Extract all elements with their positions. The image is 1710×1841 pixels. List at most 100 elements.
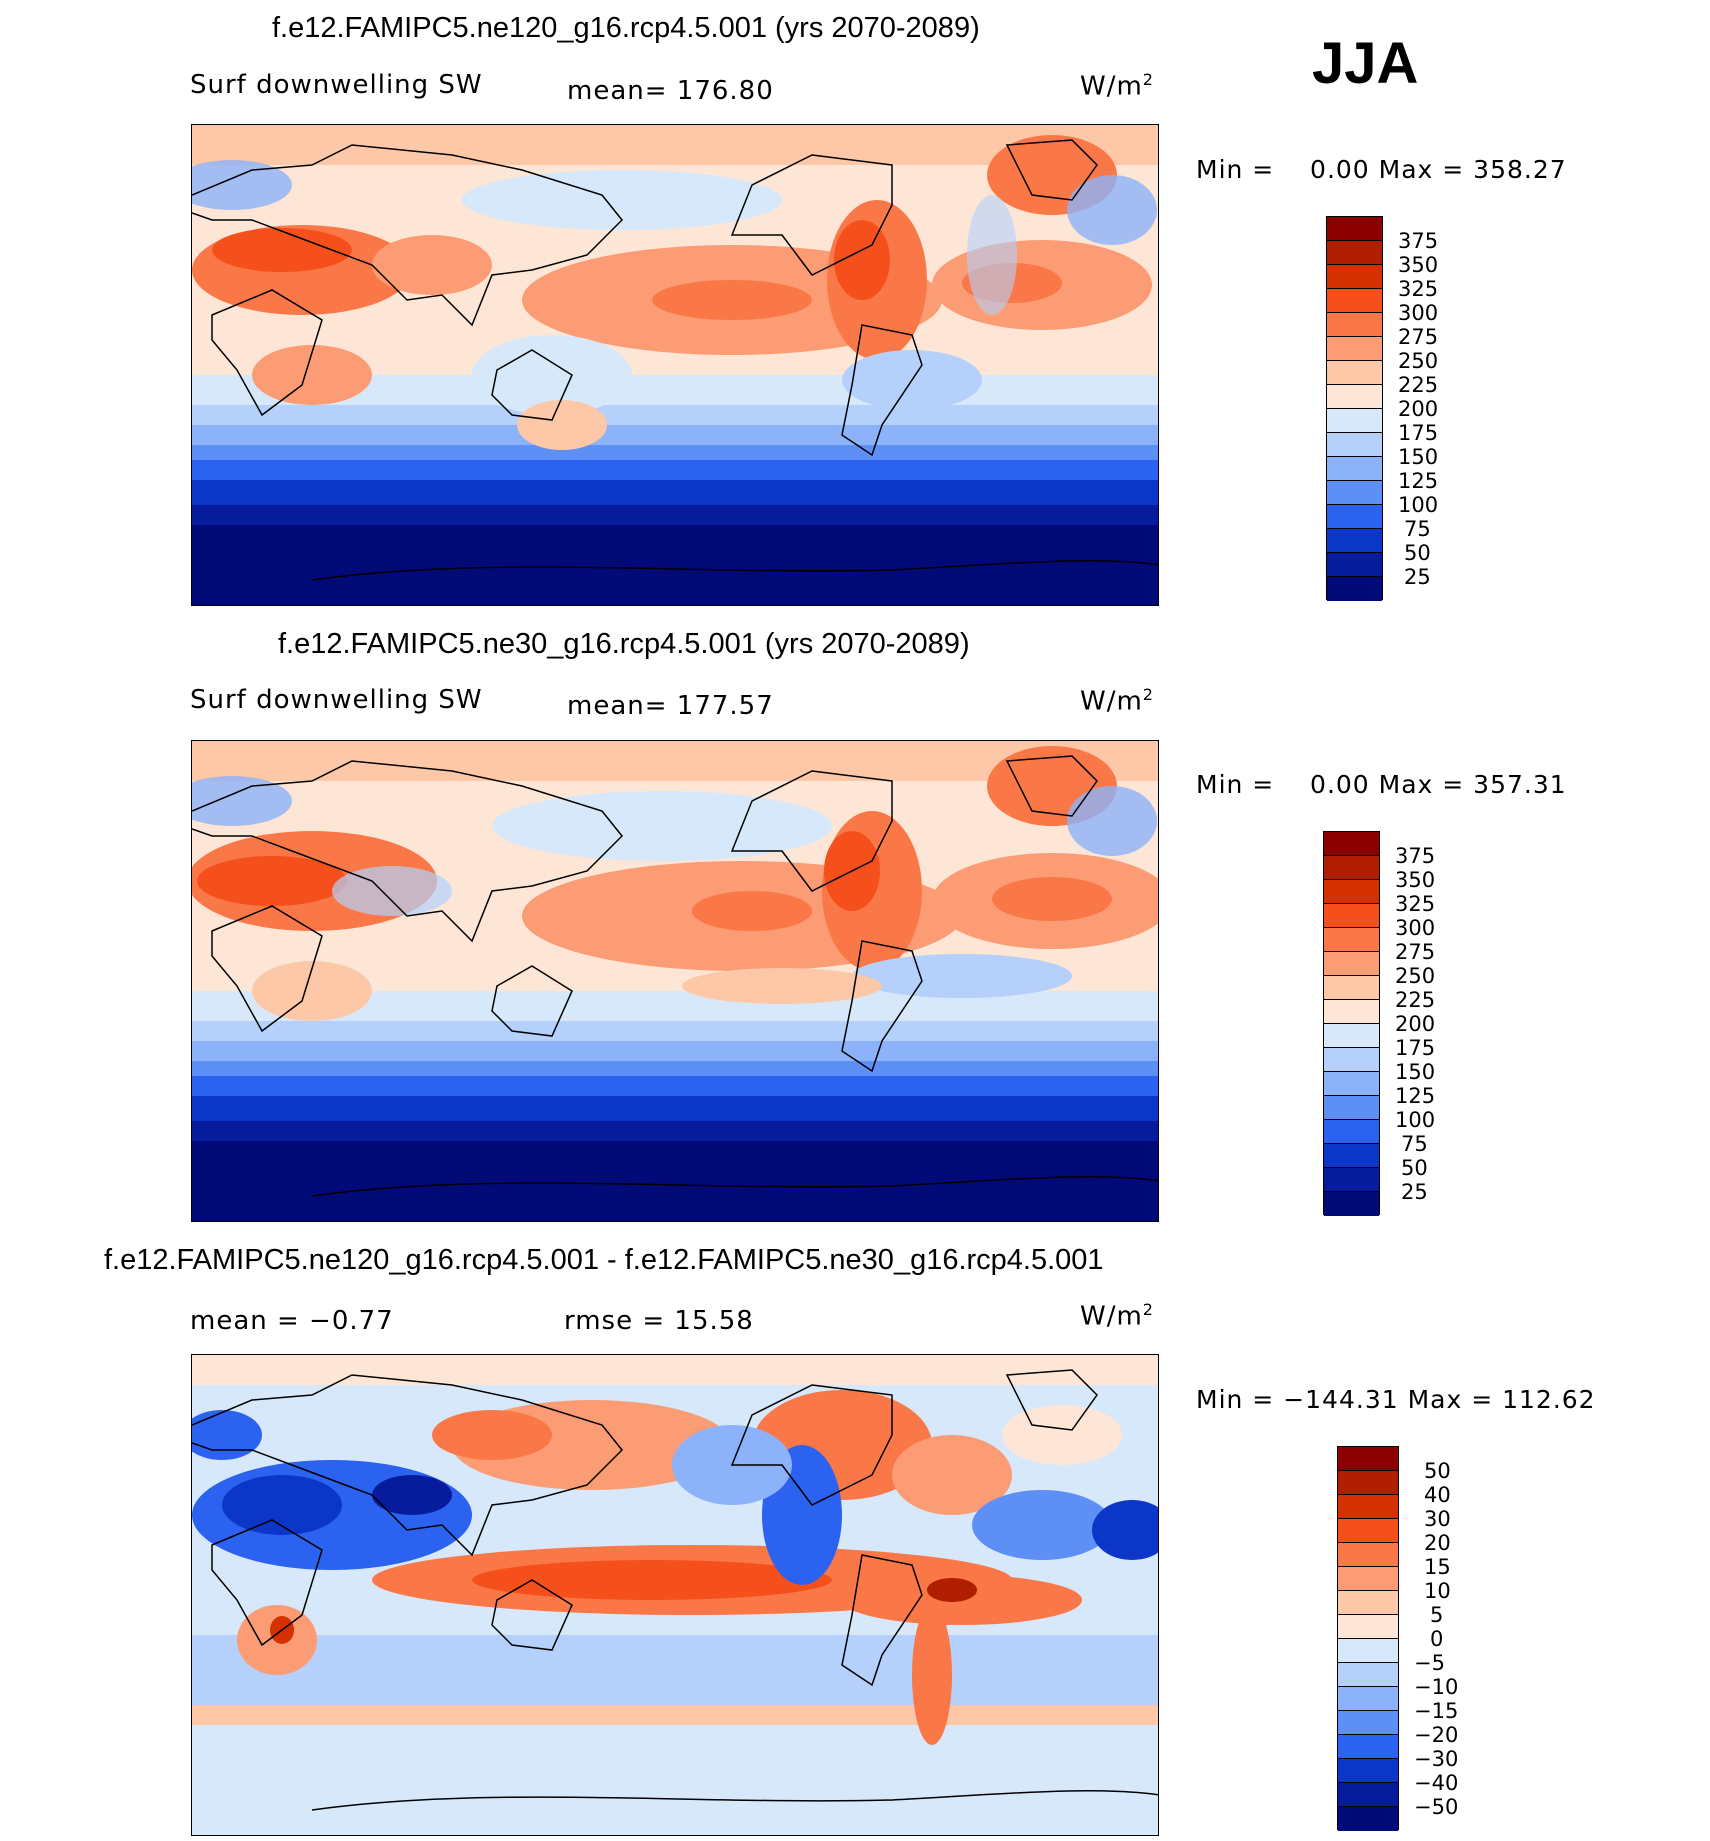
colorbar-swatch [1327, 553, 1382, 577]
season-label: JJA [1312, 31, 1419, 96]
colorbar-label: 75 [1404, 517, 1431, 541]
panel-3-mean: mean = −0.77 [190, 1306, 394, 1336]
panel-1-colorbar [1326, 216, 1383, 601]
colorbar-swatch [1338, 1519, 1398, 1543]
colorbar-label: 250 [1398, 349, 1439, 373]
colorbar-swatch [1324, 1144, 1379, 1168]
colorbar-swatch [1324, 1024, 1379, 1048]
colorbar-label: −20 [1414, 1723, 1459, 1747]
colorbar-label: 100 [1395, 1108, 1436, 1132]
panel-3-colorbar [1337, 1446, 1399, 1831]
colorbar-label: 275 [1398, 325, 1439, 349]
colorbar-label: 200 [1395, 1012, 1436, 1036]
colorbar-label: 10 [1424, 1579, 1451, 1603]
colorbar-swatch [1324, 832, 1379, 856]
colorbar-label: 225 [1395, 988, 1436, 1012]
colorbar-swatch [1327, 577, 1382, 601]
colorbar-label: −15 [1414, 1699, 1459, 1723]
colorbar-swatch [1324, 880, 1379, 904]
colorbar-label: 175 [1395, 1036, 1436, 1060]
colorbar-swatch [1338, 1591, 1398, 1615]
colorbar-swatch [1327, 433, 1382, 457]
panel-3-title: f.e12.FAMIPC5.ne120_g16.rcp4.5.001 - f.e… [104, 1244, 1104, 1276]
colorbar-swatch [1324, 952, 1379, 976]
colorbar-label: 125 [1395, 1084, 1436, 1108]
panel-2-mean: mean= 177.57 [567, 691, 774, 721]
panel-2-units: W/m2 [1080, 685, 1154, 717]
colorbar-label: 150 [1395, 1060, 1436, 1084]
colorbar-swatch [1338, 1711, 1398, 1735]
colorbar-label: 50 [1424, 1459, 1451, 1483]
colorbar-label: 375 [1395, 844, 1436, 868]
colorbar-label: 20 [1424, 1531, 1451, 1555]
colorbar-swatch [1324, 1120, 1379, 1144]
colorbar-label: 325 [1395, 892, 1436, 916]
colorbar-swatch [1324, 904, 1379, 928]
colorbar-swatch [1327, 361, 1382, 385]
colorbar-swatch [1324, 928, 1379, 952]
panel-2-variable: Surf downwelling SW [190, 685, 483, 715]
colorbar-label: 150 [1398, 445, 1439, 469]
colorbar-label: 175 [1398, 421, 1439, 445]
colorbar-label: 250 [1395, 964, 1436, 988]
colorbar-label: 25 [1401, 1180, 1428, 1204]
colorbar-swatch [1338, 1567, 1398, 1591]
panel-1-units: W/m2 [1080, 70, 1154, 102]
colorbar-label: 0 [1430, 1627, 1444, 1651]
colorbar-swatch [1324, 1096, 1379, 1120]
colorbar-swatch [1327, 505, 1382, 529]
colorbar-swatch [1324, 1168, 1379, 1192]
panel-3-minmax: Min = −144.31 Max = 112.62 [1196, 1385, 1596, 1414]
colorbar-label: 375 [1398, 229, 1439, 253]
colorbar-swatch [1338, 1807, 1398, 1831]
colorbar-label: −30 [1414, 1747, 1459, 1771]
colorbar-label: 275 [1395, 940, 1436, 964]
panel-2-colorbar [1323, 831, 1380, 1216]
colorbar-label: −10 [1414, 1675, 1459, 1699]
colorbar-label: 300 [1398, 301, 1439, 325]
colorbar-swatch [1327, 409, 1382, 433]
panel-3-rmse: rmse = 15.58 [564, 1306, 754, 1336]
colorbar-label: 40 [1424, 1483, 1451, 1507]
colorbar-swatch [1327, 241, 1382, 265]
panel-2-minmax: Min = 0.00 Max = 357.31 [1196, 770, 1567, 799]
colorbar-swatch [1327, 385, 1382, 409]
colorbar-label: 75 [1401, 1132, 1428, 1156]
colorbar-swatch [1324, 1072, 1379, 1096]
colorbar-label: 5 [1430, 1603, 1444, 1627]
colorbar-label: 50 [1401, 1156, 1428, 1180]
panel-3-units: W/m2 [1080, 1300, 1154, 1332]
colorbar-swatch [1327, 481, 1382, 505]
colorbar-swatch [1324, 1048, 1379, 1072]
colorbar-swatch [1338, 1783, 1398, 1807]
colorbar-swatch [1327, 457, 1382, 481]
colorbar-swatch [1338, 1495, 1398, 1519]
colorbar-label: 225 [1398, 373, 1439, 397]
colorbar-swatch [1338, 1687, 1398, 1711]
panel-2-map [191, 740, 1159, 1222]
colorbar-swatch [1338, 1615, 1398, 1639]
colorbar-label: 350 [1395, 868, 1436, 892]
colorbar-swatch [1327, 529, 1382, 553]
colorbar-swatch [1324, 976, 1379, 1000]
colorbar-label: 30 [1424, 1507, 1451, 1531]
colorbar-swatch [1338, 1639, 1398, 1663]
colorbar-label: 125 [1398, 469, 1439, 493]
panel-2-title: f.e12.FAMIPC5.ne30_g16.rcp4.5.001 (yrs 2… [278, 628, 970, 660]
colorbar-swatch [1327, 289, 1382, 313]
colorbar-label: −50 [1414, 1795, 1459, 1819]
panel-1-minmax: Min = 0.00 Max = 358.27 [1196, 155, 1567, 184]
colorbar-swatch [1324, 1192, 1379, 1216]
colorbar-swatch [1324, 856, 1379, 880]
panel-1-title: f.e12.FAMIPC5.ne120_g16.rcp4.5.001 (yrs … [272, 12, 980, 44]
panel-1-mean: mean= 176.80 [567, 76, 774, 106]
panel-3-map [191, 1354, 1159, 1836]
colorbar-label: 200 [1398, 397, 1439, 421]
colorbar-swatch [1338, 1663, 1398, 1687]
colorbar-swatch [1338, 1735, 1398, 1759]
colorbar-label: 325 [1398, 277, 1439, 301]
colorbar-swatch [1327, 313, 1382, 337]
colorbar-swatch [1327, 217, 1382, 241]
colorbar-label: 100 [1398, 493, 1439, 517]
colorbar-label: 25 [1404, 565, 1431, 589]
